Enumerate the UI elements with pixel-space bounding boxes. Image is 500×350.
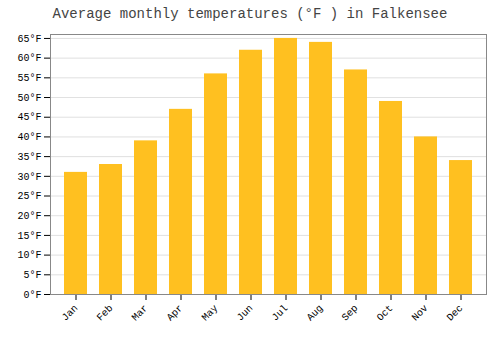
svg-text:May: May: [200, 303, 221, 324]
svg-text:Mar: Mar: [130, 303, 151, 324]
svg-text:65°F: 65°F: [17, 34, 41, 45]
svg-text:5°F: 5°F: [23, 270, 41, 281]
svg-text:45°F: 45°F: [17, 112, 41, 123]
svg-text:10°F: 10°F: [17, 250, 41, 261]
svg-text:Aug: Aug: [305, 303, 326, 324]
svg-text:50°F: 50°F: [17, 93, 41, 104]
svg-text:Jul: Jul: [270, 303, 291, 324]
svg-text:0°F: 0°F: [23, 290, 41, 301]
svg-text:20°F: 20°F: [17, 211, 41, 222]
svg-text:Jun: Jun: [235, 303, 256, 324]
svg-text:40°F: 40°F: [17, 132, 41, 143]
svg-text:25°F: 25°F: [17, 191, 41, 202]
svg-text:Oct: Oct: [375, 303, 396, 324]
svg-text:Jan: Jan: [60, 303, 81, 324]
svg-text:Sep: Sep: [340, 303, 361, 324]
svg-text:35°F: 35°F: [17, 152, 41, 163]
svg-text:30°F: 30°F: [17, 172, 41, 183]
svg-text:Apr: Apr: [165, 303, 186, 324]
svg-text:Dec: Dec: [445, 303, 466, 324]
svg-text:Feb: Feb: [95, 303, 116, 324]
svg-text:Nov: Nov: [410, 303, 431, 324]
svg-text:60°F: 60°F: [17, 53, 41, 64]
svg-text:55°F: 55°F: [17, 73, 41, 84]
html-text:Average monthly temperatures (: Average monthly temperatures (°F ) in Fa…: [52, 6, 448, 22]
svg-text:15°F: 15°F: [17, 231, 41, 242]
